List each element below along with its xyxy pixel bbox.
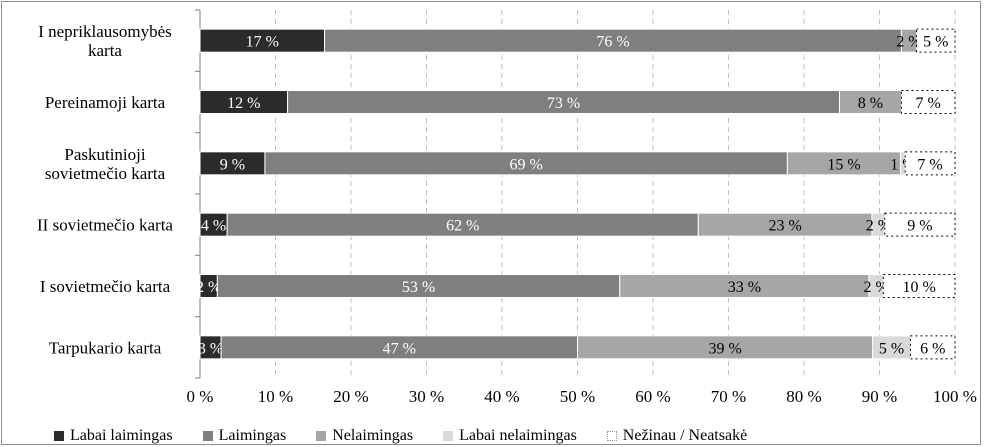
data-label: 2 % bbox=[866, 218, 891, 235]
data-label: 73 % bbox=[547, 95, 580, 112]
x-tick-label: 90 % bbox=[862, 387, 897, 406]
legend-item: Nelaimingas bbox=[316, 427, 413, 445]
category-label: Tarpukario karta bbox=[49, 338, 162, 357]
legend-item: Nežinau / Neatsakė bbox=[606, 427, 748, 445]
data-label: 12 % bbox=[227, 95, 260, 112]
data-label: 15 % bbox=[827, 156, 860, 173]
bar-segment bbox=[900, 90, 956, 114]
legend-item: Labai laimingas bbox=[54, 427, 173, 445]
legend-swatch bbox=[54, 431, 64, 441]
legend-swatch bbox=[606, 431, 617, 441]
data-label: 6 % bbox=[920, 340, 945, 357]
bar-segment bbox=[909, 335, 956, 360]
data-label: 7 % bbox=[917, 156, 942, 173]
category-label: Paskutinioji sovietmečio karta bbox=[45, 145, 166, 183]
legend-label: Nelaimingas bbox=[332, 427, 414, 444]
data-label: 7 % bbox=[916, 95, 941, 112]
x-tick-label: 20 % bbox=[333, 387, 368, 406]
data-label: 39 % bbox=[708, 340, 741, 357]
legend-label: Labai laimingas bbox=[70, 427, 173, 444]
bar-segment bbox=[882, 274, 956, 298]
data-label: 76 % bbox=[596, 34, 629, 51]
category-label: I nepriklausomybės karta bbox=[38, 22, 172, 60]
data-label: 4 % bbox=[201, 218, 226, 235]
data-label: 8 % bbox=[858, 95, 883, 112]
data-label: 9 % bbox=[220, 156, 245, 173]
category-label: I sovietmečio karta bbox=[40, 277, 171, 296]
data-label: 2 % bbox=[863, 279, 888, 296]
bar-segment bbox=[915, 28, 956, 53]
x-tick-label: 40 % bbox=[484, 387, 519, 406]
data-label: 5 % bbox=[923, 34, 948, 51]
data-label: 62 % bbox=[446, 218, 479, 235]
data-label: 9 % bbox=[907, 218, 932, 235]
x-tick-label: 60 % bbox=[635, 387, 670, 406]
bar-segment bbox=[904, 151, 956, 176]
bar-segment bbox=[884, 212, 956, 237]
x-tick-label: 10 % bbox=[258, 387, 293, 406]
x-tick-label: 30 % bbox=[409, 387, 444, 406]
x-tick-label: 80 % bbox=[786, 387, 821, 406]
x-tick-label: 70 % bbox=[711, 387, 746, 406]
category-label: Pereinamoji karta bbox=[45, 93, 166, 112]
legend-swatch bbox=[202, 431, 213, 441]
legend-item: Labai nelaimingas bbox=[443, 427, 577, 445]
data-label: 10 % bbox=[902, 279, 935, 296]
legend-label: Laimingas bbox=[218, 427, 287, 444]
legend-swatch bbox=[443, 431, 454, 441]
data-label: 2 % bbox=[896, 34, 921, 51]
data-label: 5 % bbox=[879, 340, 904, 357]
x-tick-label: 0 % bbox=[187, 387, 214, 406]
data-label: 17 % bbox=[246, 34, 279, 51]
legend-label: Labai nelaimingas bbox=[459, 427, 577, 444]
chart-legend: Labai laimingas Laimingas Nelaimingas Labai… bbox=[54, 426, 777, 446]
category-label: II sovietmečio karta bbox=[37, 216, 173, 235]
legend-label: Nežinau / Neatsakė bbox=[622, 427, 748, 444]
x-tick-label: 50 % bbox=[560, 387, 595, 406]
legend-swatch bbox=[316, 431, 327, 441]
data-label: 33 % bbox=[728, 279, 761, 296]
x-tick-label: 100 % bbox=[933, 387, 977, 406]
data-label: 2 % bbox=[196, 279, 221, 296]
bar-segment bbox=[868, 274, 884, 298]
data-label: 69 % bbox=[509, 156, 542, 173]
data-label: 3 % bbox=[198, 340, 223, 357]
data-label: 23 % bbox=[768, 218, 801, 235]
data-label: 47 % bbox=[383, 340, 416, 357]
legend-item: Laimingas bbox=[202, 427, 287, 445]
data-label: 53 % bbox=[402, 279, 435, 296]
